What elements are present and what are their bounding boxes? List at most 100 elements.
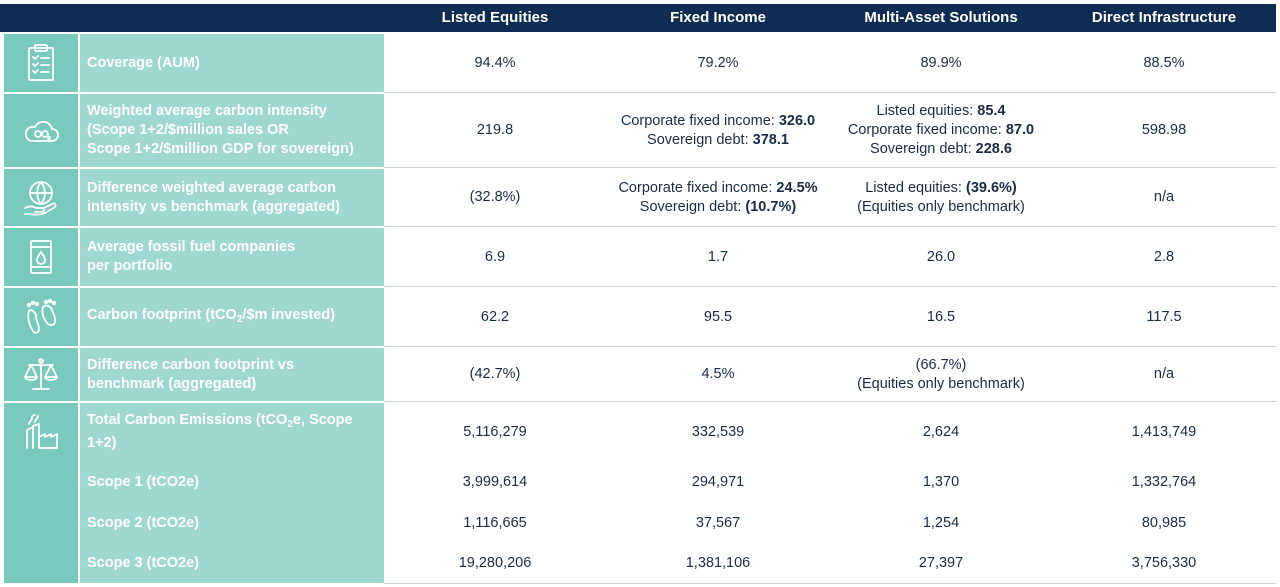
- value-line: Sovereign debt: (10.7%): [640, 198, 796, 217]
- column-header-multi-asset-solutions: Multi-Asset Solutions: [864, 9, 1018, 26]
- oil-barrel-icon: [4, 228, 78, 286]
- value-cell: (42.7%): [469, 366, 521, 382]
- value-cell: 1.7: [707, 248, 729, 265]
- value-cell: 79.2%: [697, 54, 739, 71]
- label-column: [80, 34, 384, 583]
- column-header-direct-infrastructure: Direct Infrastructure: [1091, 9, 1237, 26]
- value-cell: Corporate fixed income: 24.5% Sovereign …: [606, 169, 830, 226]
- value-cell: Listed equities: 85.4 Corporate fixed in…: [830, 94, 1052, 167]
- value-line-label: Sovereign debt:: [647, 131, 753, 148]
- value-cell: (32.8%): [469, 189, 521, 205]
- icon-column: [4, 34, 78, 583]
- value-cell: 598.98: [1141, 122, 1187, 138]
- value-cell: 3,999,614: [462, 473, 528, 490]
- column-header-fixed-income: Fixed Income: [670, 9, 766, 26]
- value-line: Corporate fixed income: 87.0: [848, 121, 1034, 140]
- label-line: Average fossil fuel companies: [87, 239, 296, 255]
- row-divider: [384, 167, 1276, 168]
- row-divider: [4, 167, 384, 169]
- row-divider: [384, 346, 1276, 347]
- label-line: benchmark (aggregated): [87, 375, 257, 392]
- value-cell: 1,116,665: [463, 514, 527, 531]
- value-line-number: 87.0: [1005, 122, 1035, 138]
- value-line: Sovereign debt: 228.6: [870, 140, 1012, 159]
- value-line: Corporate fixed income: 326.0: [621, 112, 815, 131]
- value-cell: 4.5%: [701, 366, 735, 382]
- label-text: Carbon footprint (tCO2/$m invested): [87, 306, 335, 329]
- row-label-scope-3: Scope 3 (tCO2e): [87, 554, 199, 571]
- value-cell: 19,280,206: [458, 554, 532, 571]
- label-line: per portfolio: [87, 258, 173, 274]
- value-cell: 117.5: [1146, 308, 1182, 325]
- table-header: Listed Equities Fixed Income Multi-Asset…: [0, 4, 1276, 32]
- value-cell: 88.5%: [1143, 54, 1185, 71]
- row-divider: [4, 346, 384, 348]
- value-cell: 1,413,749: [1131, 423, 1197, 440]
- value-line: Listed equities: (39.6%): [865, 179, 1017, 198]
- value-cell: 80,985: [1141, 514, 1187, 531]
- value-line: (Equities only benchmark): [857, 198, 1025, 217]
- value-line: (66.7%): [915, 356, 967, 373]
- row-divider: [384, 92, 1276, 93]
- label-part: Carbon footprint (tCO: [87, 306, 237, 323]
- value-cell: 219.8: [476, 122, 514, 138]
- row-divider: [4, 92, 384, 94]
- value-line: Corporate fixed income: 24.5%: [618, 179, 817, 198]
- label-line: (Scope 1+2/$million sales OR: [87, 122, 289, 138]
- value-line-label: Sovereign debt:: [639, 198, 746, 215]
- label-part: Total Carbon Emissions (tCO: [87, 412, 288, 428]
- value-cell: Corporate fixed income: 326.0 Sovereign …: [606, 94, 830, 167]
- cloud-co2-icon: [4, 94, 78, 167]
- globe-hand-icon: [4, 169, 78, 226]
- value-cell: 5,116,279: [463, 423, 527, 440]
- label-line: intensity vs benchmark (aggregated): [87, 198, 341, 215]
- value-line-number: 228.6: [975, 141, 1012, 157]
- value-cell: 94.4%: [474, 54, 516, 71]
- column-header-listed-equities: Listed Equities: [441, 9, 549, 26]
- value-cell: 27,397: [918, 554, 964, 571]
- value-cell: 16.5: [926, 308, 956, 325]
- value-cell: 3,756,330: [1131, 554, 1197, 571]
- row-divider: [4, 401, 384, 403]
- value-cell: 1,370: [922, 473, 960, 490]
- value-line-label: Listed equities:: [865, 179, 966, 196]
- value-line-label: (Equities only benchmark): [857, 198, 1025, 215]
- value-line-label: Corporate fixed income:: [618, 179, 777, 196]
- value-line-number: 24.5%: [776, 179, 818, 196]
- value-cell: 294,971: [691, 473, 745, 490]
- label-text: Total Carbon Emissions (tCO2e, Scope 1+2…: [87, 411, 377, 453]
- label-part: /$m invested): [242, 306, 336, 323]
- value-line: Listed equities: 85.4: [877, 102, 1006, 121]
- row-label-coverage: Coverage (AUM): [87, 54, 200, 71]
- value-cell: 2,624: [922, 423, 960, 440]
- value-line-label: Sovereign debt:: [870, 141, 976, 157]
- row-divider: [4, 286, 384, 288]
- label-part: e, Scope 1+2): [87, 412, 353, 451]
- row-label-difference-waci-vs-benchmark: Difference weighted average carbon inten…: [87, 169, 377, 226]
- value-cell: 89.9%: [920, 54, 962, 71]
- footprint-icon: [4, 288, 78, 346]
- value-cell: 2.8: [1153, 248, 1175, 265]
- value-cell: 95.5: [703, 308, 733, 325]
- row-label-difference-carbon-footprint: Difference carbon footprint vs benchmark…: [87, 348, 377, 401]
- row-divider: [384, 401, 1276, 402]
- value-line: (Equities only benchmark): [857, 375, 1025, 392]
- value-line-label: Corporate fixed income:: [847, 122, 1006, 138]
- value-cell: 6.9: [484, 248, 506, 265]
- label-line: Difference carbon footprint vs: [87, 356, 295, 373]
- value-line-number: (39.6%): [965, 179, 1017, 196]
- value-cell: 62.2: [480, 308, 510, 325]
- row-label-total-carbon-emissions: Total Carbon Emissions (tCO2e, Scope 1+2…: [87, 403, 377, 461]
- row-label-average-fossil-fuel-companies: Average fossil fuel companies per portfo…: [87, 228, 377, 286]
- value-cell: 1,332,764: [1131, 473, 1197, 490]
- value-cell: n/a: [1153, 189, 1175, 205]
- value-line-number: 85.4: [977, 103, 1006, 119]
- value-line-number: 378.1: [752, 131, 789, 148]
- value-cell: 332,539: [691, 423, 745, 440]
- row-divider: [384, 226, 1276, 227]
- value-line-label: Corporate fixed income:: [620, 112, 779, 129]
- value-cell: Listed equities: (39.6%) (Equities only …: [830, 169, 1052, 226]
- row-label-scope-1: Scope 1 (tCO2e): [87, 473, 199, 490]
- row-label-carbon-footprint: Carbon footprint (tCO2/$m invested): [87, 288, 377, 346]
